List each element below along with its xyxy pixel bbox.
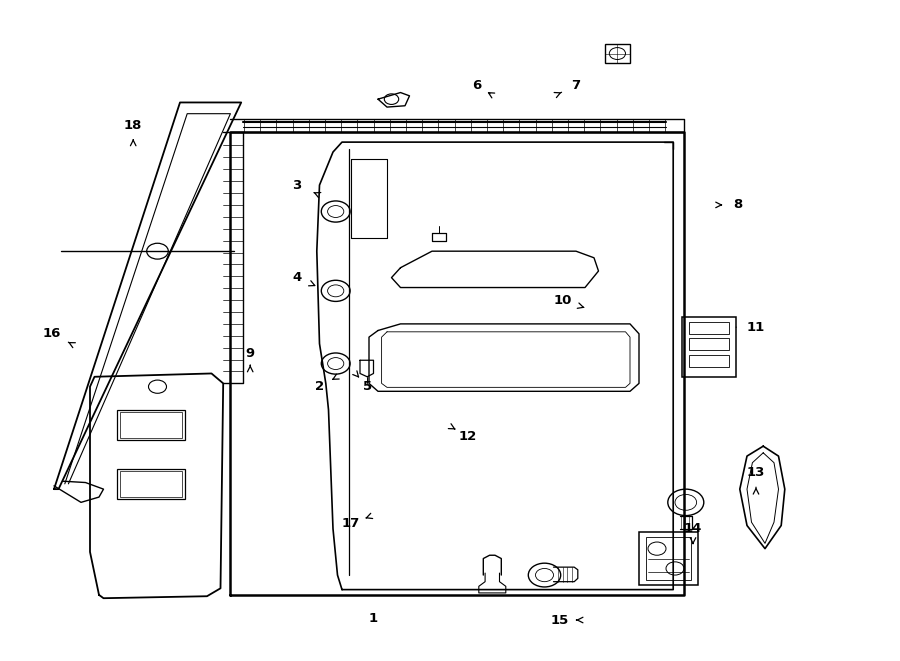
Text: 10: 10 [554,294,572,307]
Text: 11: 11 [747,321,765,334]
Text: 7: 7 [572,79,580,93]
Text: 5: 5 [363,380,372,393]
Bar [117,410,184,440]
Bar [120,471,182,497]
Text: 18: 18 [124,119,142,132]
Bar [689,338,729,350]
Text: 1: 1 [369,611,378,625]
Bar [117,469,184,499]
Text: 3: 3 [292,178,302,192]
Text: 6: 6 [472,79,482,93]
Bar [605,44,630,63]
Text: 16: 16 [43,327,61,340]
Text: 4: 4 [292,271,302,284]
Bar [682,317,736,377]
Bar [646,537,691,580]
Text: 13: 13 [747,466,765,479]
Bar [120,412,182,438]
Text: 15: 15 [551,613,569,627]
Text: 2: 2 [315,380,324,393]
Bar [689,355,729,367]
Bar [689,322,729,334]
Text: 9: 9 [246,347,255,360]
Text: 17: 17 [342,517,360,530]
Bar [639,532,698,585]
Text: 8: 8 [734,198,742,212]
Text: 12: 12 [459,430,477,443]
Text: 14: 14 [684,522,702,535]
